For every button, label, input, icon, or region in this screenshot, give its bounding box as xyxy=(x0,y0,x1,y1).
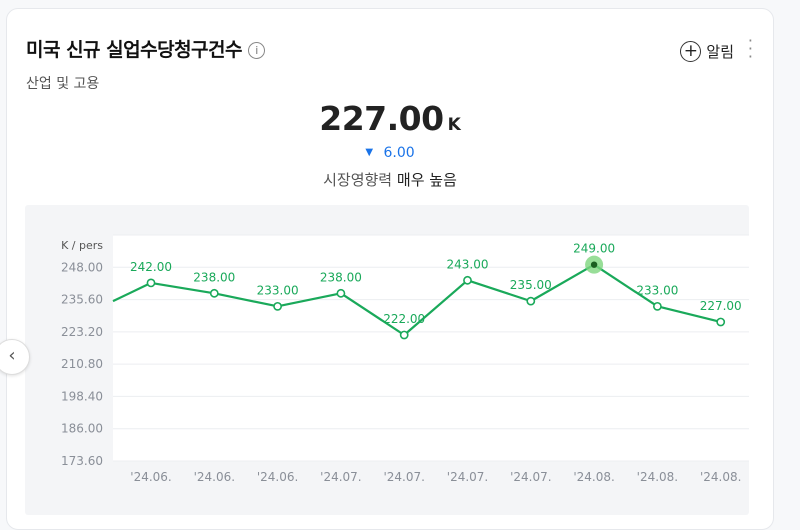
category-label: 산업 및 고용 xyxy=(26,76,100,92)
plus-icon: + xyxy=(680,41,702,62)
data-point xyxy=(273,301,282,311)
x-tick-label: '24.06. xyxy=(257,470,298,484)
data-label: 249.00 xyxy=(573,242,615,256)
change-indicator: ▼ 6.00 xyxy=(7,145,773,161)
data-label: 242.00 xyxy=(130,260,172,274)
x-tick-label: '24.07. xyxy=(383,470,424,484)
y-tick-label: 235.60 xyxy=(61,293,103,307)
data-point xyxy=(463,275,472,285)
x-tick-label: '24.07. xyxy=(447,470,488,484)
impact-value: 매우 높음 xyxy=(396,171,457,189)
y-axis-label: K / pers xyxy=(61,239,103,252)
data-label: 233.00 xyxy=(257,283,299,297)
data-point xyxy=(526,296,536,306)
y-tick-label: 223.20 xyxy=(61,325,103,339)
down-triangle-icon: ▼ xyxy=(365,147,374,158)
data-point-highlight xyxy=(590,261,598,268)
line-chart: 248.00 235.60 223.20 210.80 198.40 186.00 173.… xyxy=(61,234,749,484)
data-label: 233.00 xyxy=(636,283,678,297)
data-label: 235.00 xyxy=(510,278,552,292)
value-unit: K xyxy=(447,115,461,135)
change-value: 6.00 xyxy=(383,145,415,161)
y-tick-label: 198.40 xyxy=(61,389,103,403)
plot-background xyxy=(113,235,749,461)
data-label: 227.00 xyxy=(700,299,742,313)
data-point xyxy=(209,288,219,298)
data-label: 238.00 xyxy=(193,270,235,284)
y-tick-label: 186.00 xyxy=(61,422,103,436)
alert-button[interactable]: + 알림 xyxy=(680,41,734,62)
x-tick-label: '24.06. xyxy=(130,470,171,484)
data-label: 243.00 xyxy=(447,257,489,271)
data-point xyxy=(653,301,662,311)
more-menu-icon[interactable]: · · · xyxy=(747,31,753,66)
indicator-title: 미국 신규 실업수당청구건수 i xyxy=(26,35,265,62)
title-text: 미국 신규 실업수당청구건수 xyxy=(26,39,243,61)
y-tick-label: 173.60 xyxy=(61,454,103,468)
info-icon[interactable]: i xyxy=(248,42,265,59)
indicator-card: 미국 신규 실업수당청구건수 i 산업 및 고용 + 알림 · · · 227.00 K… xyxy=(6,8,774,530)
data-point xyxy=(336,288,346,298)
data-point xyxy=(716,317,726,327)
impact-label: 시장영향력 xyxy=(323,171,393,189)
x-tick-label: '24.08. xyxy=(573,470,614,484)
y-tick-label: 248.00 xyxy=(61,260,103,274)
previous-arrow-button[interactable]: ‹ xyxy=(0,339,30,375)
alert-label: 알림 xyxy=(706,43,734,61)
x-tick-label: '24.08. xyxy=(637,470,678,484)
data-label: 222.00 xyxy=(383,312,425,326)
data-label: 238.00 xyxy=(320,270,362,284)
market-impact: 시장영향력 매우 높음 xyxy=(7,169,773,190)
current-value: 227.00 K xyxy=(7,99,773,138)
value-number: 227.00 xyxy=(319,99,444,138)
data-point xyxy=(146,278,156,288)
data-point xyxy=(399,330,409,340)
x-tick-label: '24.07. xyxy=(320,470,361,484)
x-tick-label: '24.08. xyxy=(700,470,741,484)
x-tick-label: '24.06. xyxy=(194,470,235,484)
chart-area: 248.00 235.60 223.20 210.80 198.40 186.00 173.… xyxy=(25,205,749,515)
y-tick-label: 210.80 xyxy=(61,357,103,371)
x-tick-label: '24.07. xyxy=(510,470,551,484)
